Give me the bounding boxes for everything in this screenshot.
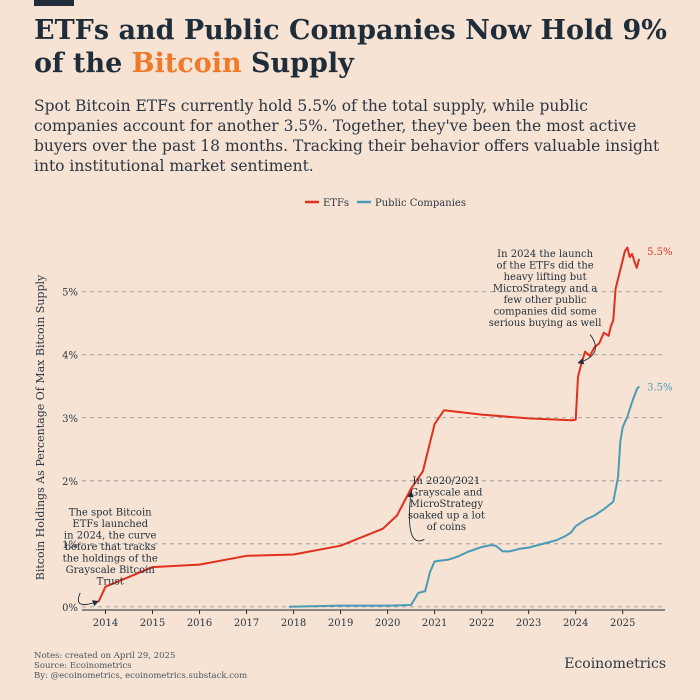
note-line-source: Source: Ecoinometrics <box>34 661 132 671</box>
series-line-etfs <box>97 246 641 603</box>
annotation-2024-launch-arrow <box>577 334 596 365</box>
annotation-2020-2021-arrow <box>407 490 425 542</box>
annotation-2020-2021-line: MicroStrategy <box>410 499 484 510</box>
y-tick-label: 5% <box>62 288 78 299</box>
annotation-2020-2021-line: Grayscale and <box>410 487 483 498</box>
title-highlight: Bitcoin <box>131 48 242 79</box>
x-tick-label: 2018 <box>281 618 306 629</box>
annotation-grayscale-trust-line: in 2024, the curve <box>64 530 157 541</box>
y-tick-label: 4% <box>62 351 78 362</box>
x-tick-label: 2021 <box>422 618 447 629</box>
end-label-etfs: 5.5% <box>647 247 672 258</box>
page-title: ETFs and Public Companies Now Hold 9% of… <box>34 14 674 80</box>
annotation-grayscale-trust-line: Grayscale Bitcoin <box>66 565 156 576</box>
legend-label-etfs: ETFs <box>323 198 349 209</box>
y-tick-label: 3% <box>62 414 78 425</box>
annotation-2020-2021-line: In 2020/2021 <box>412 476 480 487</box>
title-part-1: ETFs and Public Companies Now Hold 9% of… <box>34 15 667 79</box>
annotation-grayscale-trust-line: ETFs launched <box>72 519 148 530</box>
notes: Notes: created on April 29, 2025 Source:… <box>34 651 247 681</box>
note-line-created: Notes: created on April 29, 2025 <box>34 651 176 661</box>
y-axis-label: Bitcoin Holdings As Percentage Of Max Bi… <box>34 274 47 580</box>
end-label-public-companies: 3.5% <box>647 382 672 393</box>
page-subtitle: Spot Bitcoin ETFs currently hold 5.5% of… <box>34 97 660 175</box>
y-tick-label: 1% <box>62 540 78 551</box>
x-tick-label: 2023 <box>516 618 541 629</box>
annotation-2020-2021-line: of coins <box>427 522 466 533</box>
annotation-2024-launch-line: of the ETFs did the <box>496 261 593 272</box>
y-tick-label: 2% <box>62 477 78 488</box>
annotation-grayscale-trust-line: The spot Bitcoin <box>69 507 152 518</box>
title-part-2: Supply <box>241 48 354 79</box>
x-tick-label: 2022 <box>469 618 494 629</box>
note-line-by: By: @ecoinometrics, ecoinometrics.substa… <box>34 671 248 681</box>
annotation-2024-launch-line: few other public <box>504 295 587 306</box>
annotation-grayscale-trust-line: the holdings of the <box>63 553 158 564</box>
annotation-2024-launch-line: In 2024 the launch <box>497 249 593 260</box>
annotation-2024-launch-line: heavy lifting but <box>504 272 587 283</box>
top-accent-bar <box>34 0 74 6</box>
annotation-2024-launch-line: serious buying as well <box>489 318 602 329</box>
annotation-2020-2021-line: soaked up a lot <box>408 510 485 521</box>
y-tick-label: 0% <box>62 603 78 614</box>
x-tick-label: 2016 <box>187 618 212 629</box>
chart: 0% 1% 2% 3% 4% 5% 2014 2015 2016 2017 2018 2019 2020… <box>34 198 673 629</box>
x-tick-label: 2014 <box>93 618 118 629</box>
annotation-grayscale-trust-line: Trust <box>97 576 124 587</box>
annotation-2024-launch-line: MicroStrategy and a <box>493 284 598 295</box>
x-tick-label: 2017 <box>234 618 259 629</box>
annotation-grayscale-trust-line: before that tracks <box>65 542 156 553</box>
legend-label-public-companies: Public Companies <box>375 198 466 209</box>
series-line-public-companies <box>288 385 640 608</box>
x-tick-label: 2015 <box>140 618 165 629</box>
annotation-2024-launch-line: companies did some <box>494 307 597 318</box>
x-tick-label: 2020 <box>375 618 400 629</box>
x-tick-label: 2025 <box>610 618 635 629</box>
x-tick-label: 2024 <box>563 618 588 629</box>
annotation-grayscale-trust-arrow <box>77 592 100 607</box>
brand-name: Ecoinometrics <box>564 656 666 672</box>
x-tick-label: 2019 <box>328 618 353 629</box>
